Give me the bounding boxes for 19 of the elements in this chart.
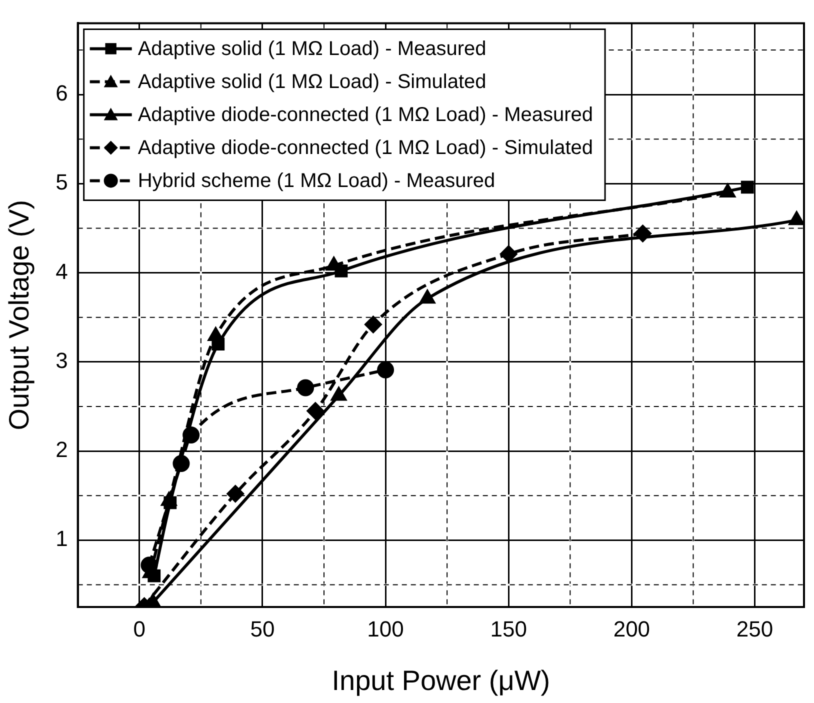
legend-label: Adaptive solid (1 MΩ Load) - Simulated	[138, 71, 486, 94]
y-tick-label: 1	[56, 526, 68, 552]
y-axis-title: Output Voltage (V)	[4, 200, 35, 430]
legend-label: Adaptive diode-connected (1 MΩ Load) - Simulated	[138, 137, 594, 160]
x-axis-title: Input Power (μW)	[332, 664, 550, 696]
y-tick-label: 2	[56, 437, 68, 462]
y-tick-label: 6	[56, 80, 68, 106]
y-tick-label: 3	[56, 348, 68, 373]
y-tick-label: 5	[56, 170, 68, 195]
x-tick-label: 0	[133, 616, 146, 642]
x-tick-label: 100	[367, 616, 404, 642]
legend-label: Adaptive diode-connected (1 MΩ Load) - Measured	[138, 104, 594, 126]
x-tick-label: 250	[736, 616, 774, 642]
y-tick-label: 4	[56, 258, 68, 284]
x-tick-label: 150	[490, 616, 527, 642]
legend-label: Adaptive solid (1 MΩ Load) - Measured	[138, 38, 486, 60]
x-tick-label: 50	[250, 616, 275, 642]
legend-label: Hybrid scheme (1 MΩ Load) - Measured	[138, 170, 496, 192]
x-tick-label: 200	[613, 616, 650, 642]
